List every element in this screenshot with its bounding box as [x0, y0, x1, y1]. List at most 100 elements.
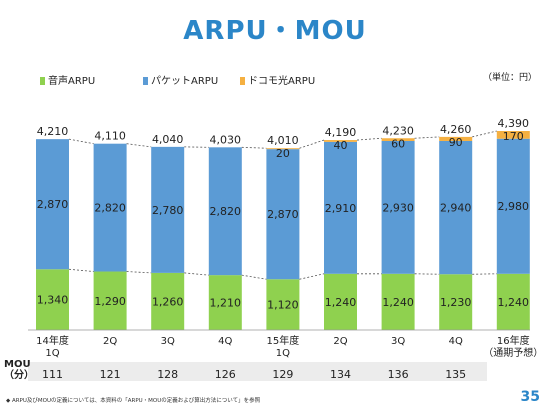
bar-voice-1: [36, 269, 69, 330]
bar-voice-6: [324, 273, 357, 330]
label-total-4: 4,030: [210, 133, 242, 146]
label-packet-9: 2,980: [498, 200, 530, 213]
bar-hikari-8: [439, 136, 473, 141]
legend-label-hikari: ドコモ光ARPU: [248, 76, 316, 87]
mou-value-4: 126: [214, 368, 236, 381]
connector-voice-4: [241, 274, 267, 280]
connector-voice-3: [184, 272, 209, 276]
connector-voice-2: [126, 271, 152, 274]
category-label-1-1: 14年度: [36, 334, 69, 347]
label-voice-6: 1,240: [325, 296, 357, 309]
label-voice-2: 1,290: [94, 295, 126, 308]
label-hikari-5: 20: [276, 147, 290, 160]
label-total-5: 4,010: [267, 134, 299, 147]
mou-row-background: [28, 362, 487, 381]
bar-packet-8: [439, 140, 473, 275]
bar-voice-9: [496, 273, 530, 330]
label-hikari-7: 60: [391, 137, 405, 150]
legend-swatch-voice: [40, 77, 45, 85]
connector-total-2: [126, 143, 152, 148]
mou-value-5: 129: [272, 368, 294, 381]
label-total-1: 4,210: [37, 125, 69, 138]
label-total-9: 4,390: [498, 117, 530, 130]
bar-voice-3: [151, 272, 185, 330]
footnote: ◆ ARPU及びMOUの定義については、本資料の「ARPU・MOUの定義および算…: [6, 398, 261, 404]
bar-voice-2: [93, 271, 127, 330]
label-total-6: 4,190: [325, 126, 357, 139]
label-hikari-8: 90: [449, 136, 463, 149]
label-total-7: 4,230: [382, 124, 414, 137]
bar-hikari-6: [324, 140, 357, 142]
mou-value-8: 135: [445, 368, 467, 381]
label-hikari-6: 40: [334, 139, 348, 152]
connector-total-7: [414, 136, 440, 139]
mou-label-line2: （分）: [4, 370, 34, 381]
bar-packet-5: [266, 149, 300, 280]
legend-swatch-packet: [143, 77, 148, 85]
mou-value-7: 136: [387, 368, 409, 381]
label-packet-6: 2,910: [325, 202, 357, 215]
bar-packet-4: [208, 147, 242, 276]
mou-value-6: 134: [330, 368, 351, 381]
category-label-6: 2Q: [333, 336, 347, 347]
category-label-9-1: 16年度: [497, 334, 530, 347]
mou-value-2: 121: [99, 368, 121, 381]
label-packet-1: 2,870: [37, 198, 69, 211]
legend-label-voice: 音声ARPU: [48, 76, 96, 87]
mou-label-line1: MOU: [4, 359, 31, 370]
label-total-2: 4,110: [94, 130, 126, 143]
label-voice-5: 1,120: [267, 299, 299, 312]
label-packet-8: 2,940: [440, 202, 472, 215]
legend-label-packet: パケットARPU: [151, 76, 219, 87]
label-packet-5: 2,870: [267, 208, 299, 221]
unit-label: （単位：円）: [483, 73, 538, 83]
connector-total-1: [68, 138, 94, 145]
connector-total-8: [472, 130, 497, 138]
connector-voice-5: [299, 273, 325, 280]
label-voice-9: 1,240: [498, 296, 530, 309]
connector-voice-1: [68, 268, 94, 272]
legend-item-voice: 音声ARPU: [40, 72, 95, 87]
legend-item-packet: パケットARPU: [143, 72, 218, 87]
mou-value-1: 111: [42, 368, 63, 381]
label-voice-3: 1,260: [152, 295, 184, 308]
bar-voice-5: [266, 279, 300, 330]
legend-swatch-hikari: [240, 77, 245, 85]
category-label-2: 2Q: [103, 336, 117, 347]
label-packet-3: 2,780: [152, 204, 184, 217]
label-packet-2: 2,820: [94, 202, 126, 215]
bar-packet-7: [381, 140, 415, 274]
bar-packet-2: [93, 143, 127, 272]
bar-voice-8: [439, 274, 473, 330]
mou-value-3: 128: [157, 368, 179, 381]
label-total-8: 4,260: [440, 123, 472, 136]
label-voice-7: 1,240: [382, 296, 414, 309]
mou-table: MOU （分） 111 121 128 126 129 134 136 135: [0, 348, 550, 384]
bar-packet-1: [36, 139, 69, 270]
label-packet-4: 2,820: [210, 205, 242, 218]
bar-hikari-5: [266, 148, 300, 150]
connector-total-4: [241, 146, 267, 149]
category-label-5-2: 1Q: [276, 348, 290, 359]
category-label-7: 3Q: [391, 336, 405, 347]
bar-packet-9: [496, 138, 530, 274]
connector-total-5: [299, 139, 325, 149]
category-label-9-2: （通期予想）: [483, 346, 543, 359]
label-packet-7: 2,930: [382, 201, 414, 214]
category-label-3: 3Q: [161, 336, 175, 347]
category-label-4: 4Q: [218, 336, 232, 347]
label-voice-1: 1,340: [37, 294, 69, 307]
bar-hikari-9: [496, 131, 530, 139]
bar-voice-7: [381, 273, 415, 330]
page-number: 35: [520, 389, 540, 405]
label-voice-8: 1,230: [440, 296, 472, 309]
category-label-1-2: 1Q: [45, 348, 59, 359]
bar-packet-6: [324, 141, 357, 274]
label-total-3: 4,040: [152, 133, 184, 146]
legend-item-hikari: ドコモ光ARPU: [240, 72, 315, 87]
bar-packet-3: [151, 146, 185, 273]
category-label-5-1: 15年度: [267, 334, 300, 347]
bar-hikari-7: [381, 138, 415, 141]
category-label-8: 4Q: [449, 336, 463, 347]
